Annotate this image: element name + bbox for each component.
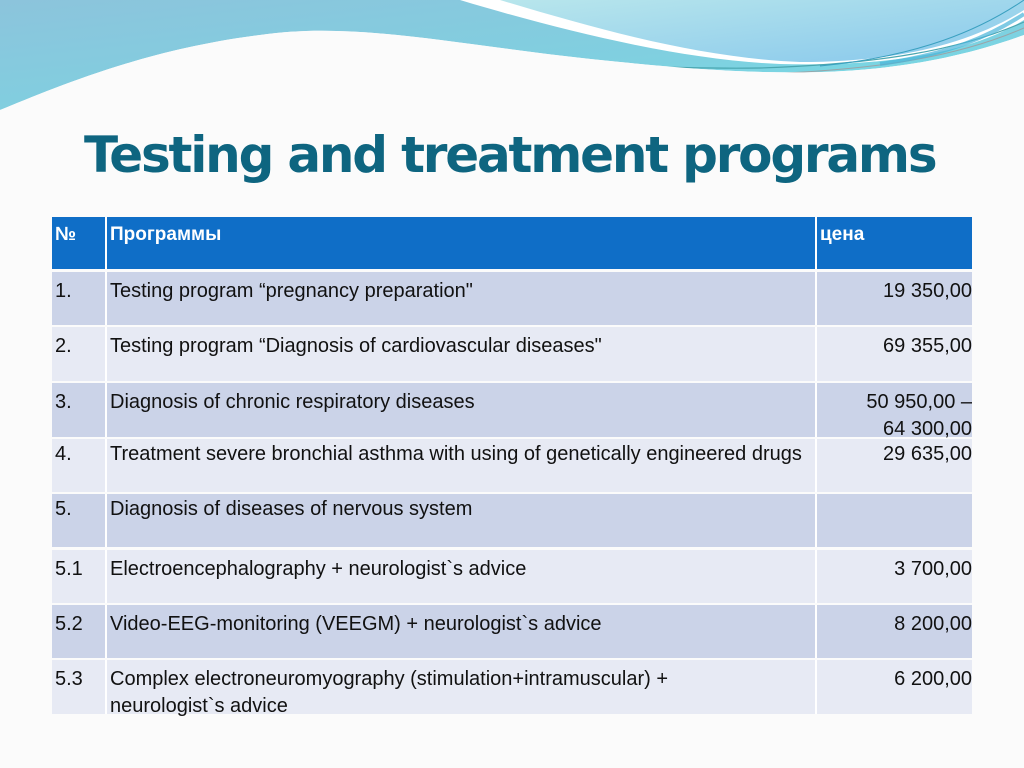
row-price: 50 950,00 – 64 300,00 (866, 391, 972, 440)
table-row: 5.1 Electroencephalography + neurologist… (52, 550, 972, 603)
row-number: 5.2 (52, 605, 107, 658)
table-row: 2. Testing program “Diagnosis of cardiov… (52, 327, 972, 381)
row-number: 5. (52, 494, 107, 547)
row-price: 69 355,00 (883, 335, 972, 357)
table-row: 4. Treatment severe bronchial asthma wit… (52, 439, 972, 492)
row-price: 6 200,00 (894, 668, 972, 690)
row-program: Complex electroneuromyography (stimulati… (107, 660, 817, 717)
row-program: Treatment severe bronchial asthma with u… (107, 439, 817, 492)
table-header-row: № Программы цена (52, 217, 972, 269)
row-program: Diagnosis of diseases of nervous system (107, 494, 817, 547)
row-program: Diagnosis of chronic respiratory disease… (107, 383, 817, 437)
row-price: 29 635,00 (883, 443, 972, 465)
row-price (817, 494, 972, 547)
header-price: цена (820, 224, 865, 245)
table-row: 5.2 Video-EEG-monitoring (VEEGM) + neuro… (52, 605, 972, 658)
row-program: Testing program “Diagnosis of cardiovasc… (107, 327, 817, 381)
table-row: 5.3 Complex electroneuromyography (stimu… (52, 660, 972, 717)
row-price: 3 700,00 (894, 558, 972, 580)
header-program: Программы (107, 217, 817, 269)
row-number: 3. (52, 383, 107, 437)
row-number: 4. (52, 439, 107, 492)
slide-title: Testing and treatment programs (84, 126, 938, 184)
row-number: 2. (52, 327, 107, 381)
table-row: 5. Diagnosis of diseases of nervous syst… (52, 494, 972, 547)
row-program: Electroencephalography + neurologist`s a… (107, 550, 817, 603)
row-number: 5.3 (52, 660, 107, 714)
row-program: Video-EEG-monitoring (VEEGM) + neurologi… (107, 605, 817, 658)
table-row: 1. Testing program “pregnancy preparatio… (52, 272, 972, 325)
header-number: № (52, 217, 107, 269)
decorative-wave-header (0, 0, 1024, 130)
row-price: 19 350,00 (883, 280, 972, 302)
row-program: Testing program “pregnancy preparation" (107, 272, 817, 325)
row-price: 8 200,00 (894, 613, 972, 635)
table-row: 3. Diagnosis of chronic respiratory dise… (52, 383, 972, 440)
row-number: 5.1 (52, 550, 107, 603)
row-number: 1. (52, 272, 107, 325)
